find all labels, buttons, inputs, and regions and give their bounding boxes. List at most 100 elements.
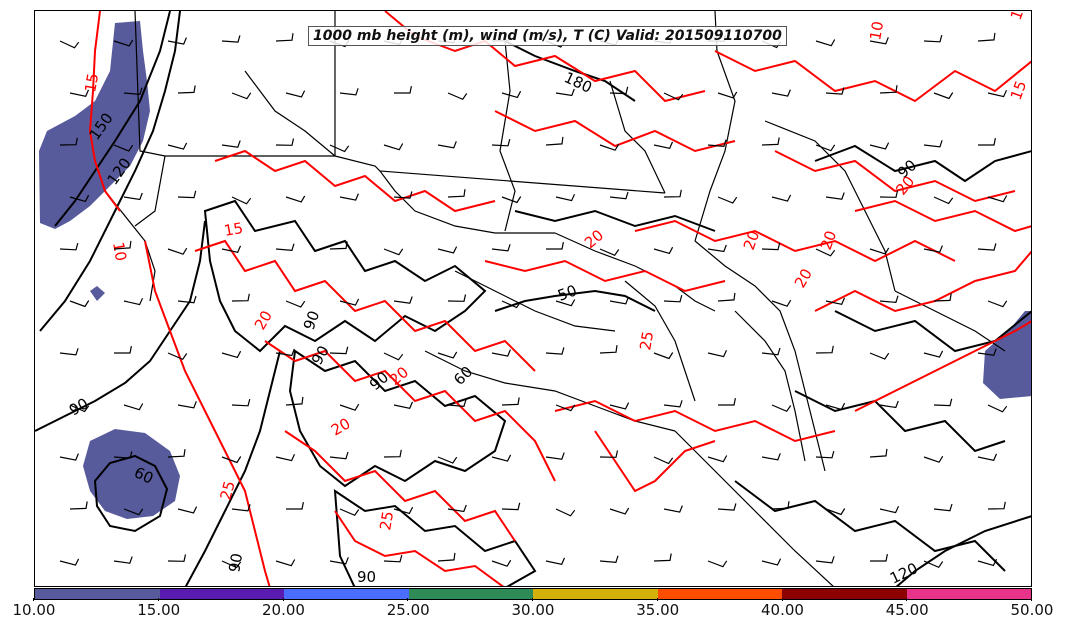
wind-barb (879, 505, 900, 514)
wind-barb (933, 92, 954, 100)
wind-barb (555, 299, 576, 307)
wind-barb (609, 86, 629, 95)
colorbar-tick-label: 30.00 (503, 598, 563, 619)
temperature-contour-labels: 15 10 15 10 10 20 20 20 20 25 15 20 20 2… (81, 11, 1030, 532)
wind-barb (870, 553, 888, 562)
temp-contour-25-se (854, 320, 1031, 412)
weather-map: 180 150 120 90 90 90 90 60 60 50 90 120 … (35, 11, 1031, 586)
wind-barb (393, 506, 414, 515)
wind-barb (599, 555, 619, 564)
temperature-label: 10 (1007, 11, 1030, 22)
wind-barb (275, 453, 296, 462)
wind-barb (491, 559, 512, 567)
wind-barb (879, 400, 899, 409)
wind-barb (923, 350, 944, 358)
temp-contour-plains-b (484, 259, 726, 293)
temperature-label: 15 (81, 72, 102, 94)
wind-barb (59, 137, 78, 146)
wind-barb (123, 87, 143, 96)
wind-barb (339, 88, 359, 96)
colorbar-tick-label: 10.00 (4, 598, 64, 619)
wind-barb (825, 297, 846, 305)
wind-barb (393, 401, 414, 409)
wind-barb (718, 397, 736, 406)
temperature-label: 20 (386, 363, 412, 389)
height-label: 90 (308, 342, 333, 368)
height-contour-plains (514, 209, 716, 232)
wind-barb (59, 558, 80, 566)
temperature-label: 20 (328, 414, 354, 439)
wind-barb (653, 352, 674, 360)
wind-barb (771, 404, 792, 413)
wind-barb (393, 296, 413, 304)
wind-barb (545, 347, 565, 355)
wind-barb (339, 508, 360, 517)
wind-barb (717, 196, 738, 204)
temp-contour-ne-2 (854, 199, 1031, 233)
wind-barb (707, 139, 727, 148)
temp-contour-mtn-d (284, 430, 516, 542)
wind-barb (329, 241, 348, 250)
wind-barb (609, 297, 629, 305)
wind-barb (285, 300, 306, 308)
wind-barb (275, 559, 296, 567)
colorbar-segment (35, 589, 160, 599)
wind-barb (933, 398, 953, 407)
colorbar-tick-label: 15.00 (129, 598, 189, 619)
wind-barb (393, 191, 413, 199)
colorbar-segment (284, 589, 409, 599)
wind-barb (231, 196, 252, 205)
wind-barb (177, 506, 198, 514)
wind-barb (707, 455, 728, 463)
wind-barb (437, 246, 458, 254)
wind-barb (69, 89, 90, 97)
temp-contour-20-mid (634, 219, 956, 263)
temperature-label: 25 (376, 510, 397, 532)
wind-barb (329, 451, 349, 460)
temp-contour-25-s (554, 399, 836, 443)
wind-barb (717, 503, 737, 511)
temperature-label: 20 (251, 307, 276, 333)
wind-barb (59, 40, 80, 49)
temp-contour-15-ne (714, 50, 1031, 103)
wind-barb (923, 455, 944, 463)
wind-barb (761, 137, 780, 146)
wind-barb (437, 141, 457, 149)
wind-barb (933, 503, 953, 512)
wind-barb (491, 138, 511, 147)
wind-barb (113, 240, 132, 250)
wind-barb (923, 34, 943, 43)
wind-barb (825, 192, 845, 200)
wind-barb (771, 501, 790, 510)
colorbar-tick-label: 45.00 (877, 598, 937, 619)
wind-barb (275, 348, 295, 357)
wind-barb (275, 33, 294, 42)
height-contours (35, 11, 1031, 586)
wind-barb (437, 351, 458, 359)
height-contour-180 (504, 40, 636, 102)
wind-barb (987, 195, 1008, 203)
wind-barb (663, 400, 683, 408)
wind-barb (339, 403, 360, 411)
height-label: 90 (225, 552, 246, 574)
wind-barb (977, 32, 996, 42)
temperature-label: 15 (223, 219, 245, 240)
wind-barb (977, 558, 998, 567)
wind-barb (221, 35, 241, 43)
wind-barb (501, 300, 522, 309)
wind-barb (978, 137, 996, 146)
wind-barb (221, 456, 242, 464)
wind-barb (923, 560, 944, 569)
wind-barb (501, 90, 522, 99)
wind-barb (761, 242, 781, 251)
wind-barb (717, 91, 738, 99)
wind-barb (609, 507, 630, 515)
wind-barb (869, 142, 890, 150)
wind-barb (815, 450, 835, 459)
wind-barb (447, 294, 467, 302)
wind-shade-spot (90, 286, 105, 301)
wind-barb (69, 300, 90, 308)
height-label: 60 (450, 363, 476, 389)
wind-barb (555, 404, 576, 412)
wind-barb (221, 350, 242, 359)
